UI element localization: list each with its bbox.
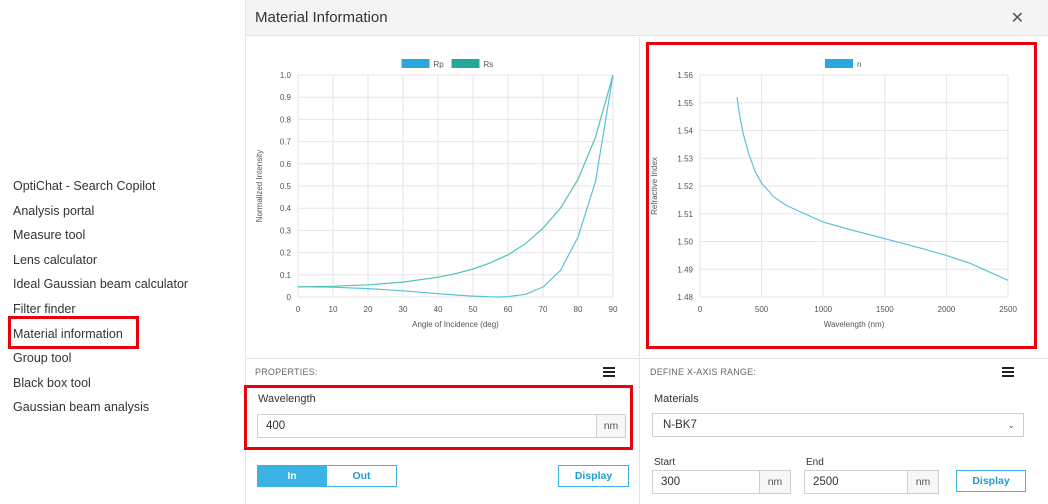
- sidebar-item[interactable]: Filter finder: [13, 301, 76, 316]
- y-tick-label: 1.52: [677, 182, 693, 191]
- start-label: Start: [654, 457, 676, 468]
- out-toggle-button[interactable]: Out: [326, 465, 397, 487]
- legend-label: Rp: [434, 60, 445, 69]
- sidebar-item[interactable]: Material information: [13, 326, 123, 341]
- menu-icon[interactable]: [603, 367, 615, 377]
- y-tick-label: 0.4: [280, 204, 292, 213]
- y-tick-label: 1.51: [677, 210, 693, 219]
- start-unit: nm: [760, 470, 791, 494]
- legend-swatch: [825, 59, 853, 68]
- x-tick-label: 40: [434, 305, 443, 314]
- sidebar-item[interactable]: Lens calculator: [13, 252, 98, 267]
- y-tick-label: 1.56: [677, 71, 693, 80]
- x-tick-label: 1000: [814, 305, 832, 314]
- x-tick-label: 2500: [999, 305, 1017, 314]
- x-axis-range-section-label: DEFINE X-AXIS RANGE:: [650, 367, 757, 377]
- y-tick-label: 0.5: [280, 182, 292, 191]
- sidebar-item[interactable]: Black box tool: [13, 375, 91, 390]
- materials-select[interactable]: N-BK7 ⌄: [652, 413, 1024, 437]
- sidebar-item[interactable]: OptiChat - Search Copilot: [13, 179, 156, 193]
- x-tick-label: 80: [574, 305, 583, 314]
- x-tick-label: 70: [539, 305, 548, 314]
- x-tick-label: 0: [698, 305, 703, 314]
- menu-icon[interactable]: [1002, 367, 1014, 377]
- sidebar-item[interactable]: Analysis portal: [13, 203, 95, 218]
- reflectance-chart-panel: 0 0.1 0.2 0.3 0.4 0.5 0.6 0.7 0.8 0.9 1.0 0 10 20 30 40…: [246, 37, 640, 357]
- x-tick-label: 10: [329, 305, 338, 314]
- wavelength-unit: nm: [597, 414, 626, 438]
- sidebar-item[interactable]: Gaussian beam analysis: [13, 400, 150, 415]
- x-axis-label: Wavelength (nm): [824, 320, 885, 329]
- x-axis-label: Angle of Incidence (deg): [412, 320, 499, 329]
- x-tick-label: 90: [609, 305, 618, 314]
- material-information-dialog: Material Information ✕ 0 0.1 0.2 0.3 0.4 0.5 0…: [245, 0, 1048, 504]
- y-tick-label: 0.9: [280, 93, 292, 102]
- y-tick-label: 1.49: [677, 265, 693, 274]
- sidebar: OptiChat - Search Copilot Analysis portal…: [0, 0, 245, 504]
- y-tick-label: 0.3: [280, 226, 292, 235]
- x-tick-label: 2000: [938, 305, 956, 314]
- y-tick-label: 1.48: [677, 293, 693, 302]
- y-tick-label: 0: [287, 293, 292, 302]
- start-input[interactable]: [652, 470, 760, 494]
- x-tick-label: 30: [399, 305, 408, 314]
- dialog-header: Material Information ✕: [246, 0, 1048, 36]
- display-button[interactable]: Display: [956, 470, 1026, 492]
- x-tick-label: 50: [469, 305, 478, 314]
- series-line-n: [736, 97, 1009, 281]
- reflectance-chart: 0 0.1 0.2 0.3 0.4 0.5 0.6 0.7 0.8 0.9 1.0 0 10 20 30 40…: [255, 59, 618, 329]
- properties-panel: PROPERTIES: Wavelength nm In Out Display: [246, 358, 640, 504]
- sidebar-item[interactable]: Ideal Gaussian beam calculator: [13, 277, 189, 292]
- close-icon[interactable]: ✕: [1010, 10, 1024, 27]
- x-tick-label: 60: [504, 305, 513, 314]
- y-tick-label: 0.8: [280, 115, 292, 124]
- in-toggle-button[interactable]: In: [257, 465, 327, 487]
- sidebar-menu: OptiChat - Search Copilot Analysis portal…: [13, 176, 188, 422]
- display-button[interactable]: Display: [558, 465, 629, 487]
- end-unit: nm: [908, 470, 939, 494]
- chevron-down-icon: ⌄: [1007, 420, 1015, 430]
- x-tick-label: 1500: [876, 305, 894, 314]
- series-line-Rp: [297, 74, 614, 298]
- wavelength-input[interactable]: [257, 414, 597, 438]
- y-tick-label: 1.55: [677, 99, 693, 108]
- legend-swatch: [451, 59, 480, 68]
- materials-label: Materials: [654, 393, 699, 405]
- y-axis-label: Refractive Index: [650, 157, 659, 215]
- dialog-title: Material Information: [255, 9, 388, 26]
- properties-section-label: PROPERTIES:: [255, 367, 318, 377]
- y-tick-label: 1.53: [677, 154, 693, 163]
- legend-label: n: [857, 60, 861, 69]
- end-label: End: [806, 457, 824, 468]
- materials-select-value: N-BK7: [663, 419, 697, 431]
- y-tick-label: 0.1: [280, 271, 292, 280]
- x-tick-label: 0: [296, 305, 301, 314]
- y-tick-label: 1.50: [677, 238, 693, 247]
- y-tick-label: 1.54: [677, 127, 693, 136]
- series-line-Rs: [297, 74, 614, 288]
- legend-swatch: [401, 59, 430, 68]
- sidebar-item[interactable]: Group tool: [13, 351, 72, 366]
- y-tick-label: 0.2: [280, 249, 292, 258]
- x-tick-label: 500: [755, 305, 769, 314]
- y-tick-label: 1.0: [280, 71, 292, 80]
- refractive-index-chart: 1.48 1.49 1.50 1.51 1.52 1.53 1.54 1.55 1.56 0 500…: [650, 59, 1017, 329]
- legend-label: Rs: [484, 60, 494, 69]
- end-input[interactable]: [804, 470, 908, 494]
- wavelength-label: Wavelength: [258, 393, 316, 405]
- refractive-index-chart-panel: 1.48 1.49 1.50 1.51 1.52 1.53 1.54 1.55 1.56 0 500…: [641, 37, 1048, 357]
- y-tick-label: 0.7: [280, 138, 292, 147]
- y-tick-label: 0.6: [280, 160, 292, 169]
- x-tick-label: 20: [364, 305, 373, 314]
- sidebar-item[interactable]: Measure tool: [13, 228, 86, 243]
- y-axis-label: Normalized Intensity: [255, 150, 264, 222]
- x-axis-range-panel: DEFINE X-AXIS RANGE: Materials N-BK7 ⌄ S…: [641, 358, 1048, 504]
